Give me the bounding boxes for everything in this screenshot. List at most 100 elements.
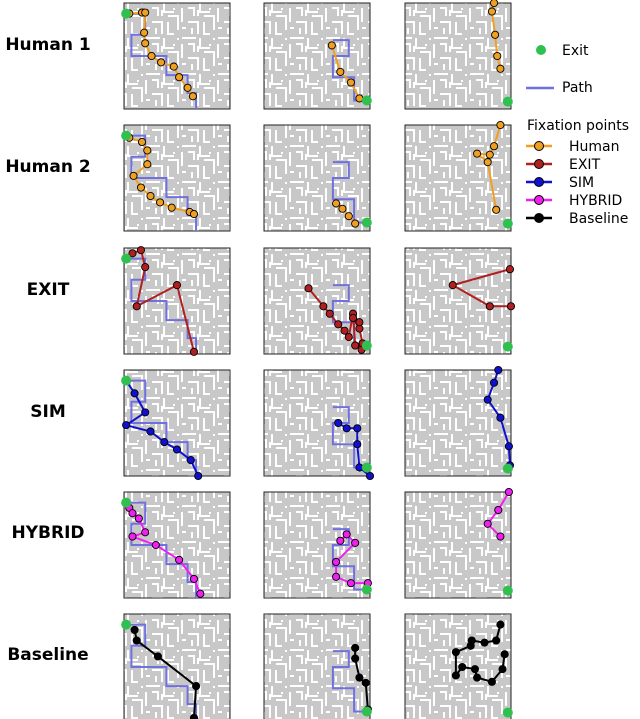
fixation-point — [141, 408, 150, 417]
fixation-point — [332, 557, 341, 567]
fixation-point — [132, 302, 141, 311]
maze-panel — [404, 613, 513, 719]
fixation-point — [132, 636, 141, 645]
maze-border — [263, 124, 371, 232]
row-label-baseline: Baseline — [7, 645, 88, 665]
maze-panel — [404, 247, 516, 355]
maze-panel — [121, 124, 231, 232]
fixation-point — [334, 320, 343, 329]
maze-border — [404, 124, 512, 232]
row-label-sim: SIM — [30, 402, 66, 422]
maze-border — [263, 491, 371, 599]
exit-marker — [502, 707, 513, 718]
fixation-point — [332, 572, 341, 581]
maze-path — [331, 406, 370, 469]
fixation-point — [194, 471, 203, 481]
exit-marker — [361, 340, 372, 351]
fixation-point — [122, 421, 131, 430]
fixation-point — [491, 30, 500, 39]
fixation-point — [365, 471, 375, 481]
fixation-point — [136, 246, 146, 255]
fixation-point — [336, 536, 345, 545]
fixation-point — [129, 171, 138, 180]
fixation-point — [451, 671, 460, 680]
maze-path — [124, 501, 198, 598]
fixation-point — [319, 302, 328, 311]
fixation-point — [487, 677, 496, 686]
maze-background — [405, 492, 511, 598]
exit-marker — [502, 96, 513, 107]
maze-border — [263, 247, 371, 355]
fixation-scanpath — [450, 268, 511, 308]
maze-panel — [263, 247, 372, 355]
maze-panel — [121, 491, 231, 599]
exit-marker — [361, 217, 372, 228]
fixation-point — [346, 579, 355, 588]
fixation-point — [496, 64, 505, 73]
fixation-point — [489, 378, 499, 387]
maze-border — [404, 491, 512, 599]
legend-exit-marker — [536, 45, 546, 55]
exit-marker — [361, 584, 372, 595]
fixation-point — [351, 219, 360, 228]
exit-marker — [361, 95, 372, 106]
maze-panel — [263, 491, 372, 599]
fixation-point — [136, 183, 146, 192]
legend-item-label: HYBRID — [569, 193, 622, 209]
fixation-point — [140, 28, 149, 37]
maze-border — [123, 613, 231, 719]
fixation-point — [334, 418, 343, 428]
fixation-point — [504, 487, 513, 497]
fixation-point — [458, 662, 467, 672]
maze-border — [123, 124, 231, 232]
legend: Exit Path Fixation points Human EXIT SIM HY… — [526, 43, 629, 227]
legend-item-marker — [534, 213, 544, 223]
maze-background — [405, 370, 511, 476]
fixation-point — [172, 281, 182, 290]
fixation-point — [483, 519, 492, 528]
fixation-point — [327, 41, 336, 50]
fixation-point — [160, 438, 169, 447]
legend-item-marker — [534, 195, 544, 205]
maze-border — [123, 491, 231, 599]
fixation-point — [480, 638, 489, 647]
maze-panel — [404, 487, 513, 599]
fixation-point — [466, 641, 475, 650]
fixation-point — [189, 347, 199, 356]
maze-panel — [121, 613, 231, 719]
maze-panel — [404, 365, 514, 477]
fixation-point — [146, 191, 155, 201]
maze-border — [123, 2, 231, 110]
fixation-point — [196, 589, 205, 598]
fixation-point — [141, 39, 150, 48]
maze-panels — [121, 0, 516, 719]
maze-border — [263, 369, 371, 477]
fixation-point — [143, 146, 152, 155]
maze-border — [263, 2, 371, 110]
legend-path-label: Path — [562, 80, 593, 96]
fixation-point — [483, 395, 492, 404]
maze-background — [264, 614, 370, 719]
maze-panel — [263, 124, 372, 232]
fixation-point — [134, 514, 143, 523]
fixation-point — [153, 652, 162, 661]
fixation-point — [487, 7, 496, 16]
fixation-point — [494, 365, 503, 375]
fixation-point — [141, 528, 150, 537]
maze-border — [404, 613, 512, 719]
fixation-point — [172, 445, 182, 454]
fixation-point — [155, 198, 165, 207]
maze-panel — [121, 246, 231, 356]
maze-panel — [404, 120, 513, 232]
legend-fixation-title: Fixation points — [527, 118, 629, 134]
fixation-point — [489, 142, 499, 151]
fixation-point — [346, 78, 355, 87]
legend-item-label: Baseline — [569, 211, 628, 227]
maze-background — [405, 614, 511, 719]
legend-item-label: Human — [569, 139, 620, 155]
fixation-point — [351, 341, 360, 350]
fixation-point — [336, 67, 345, 76]
maze-background — [264, 370, 370, 476]
fixation-point — [189, 574, 199, 583]
row-label-exit: EXIT — [27, 280, 70, 300]
